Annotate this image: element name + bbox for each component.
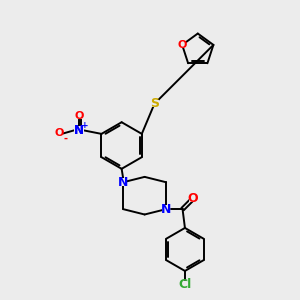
Bar	[56, 130, 63, 136]
Text: S: S	[150, 97, 159, 110]
Text: N: N	[74, 124, 84, 137]
Bar	[76, 113, 82, 119]
Text: Cl: Cl	[178, 278, 192, 292]
Bar	[189, 195, 197, 202]
Text: N: N	[74, 124, 84, 137]
Bar	[180, 281, 190, 289]
Text: O: O	[178, 40, 187, 50]
Text: O: O	[188, 192, 198, 205]
Bar	[162, 206, 170, 213]
Text: O: O	[74, 111, 84, 121]
Bar	[150, 100, 159, 107]
Bar	[74, 126, 84, 135]
Text: +: +	[81, 121, 88, 130]
Text: N: N	[118, 176, 128, 189]
Text: -: -	[64, 134, 68, 143]
Text: O: O	[55, 128, 64, 138]
Bar	[178, 41, 186, 48]
Text: N: N	[161, 202, 171, 216]
Bar	[119, 178, 127, 186]
